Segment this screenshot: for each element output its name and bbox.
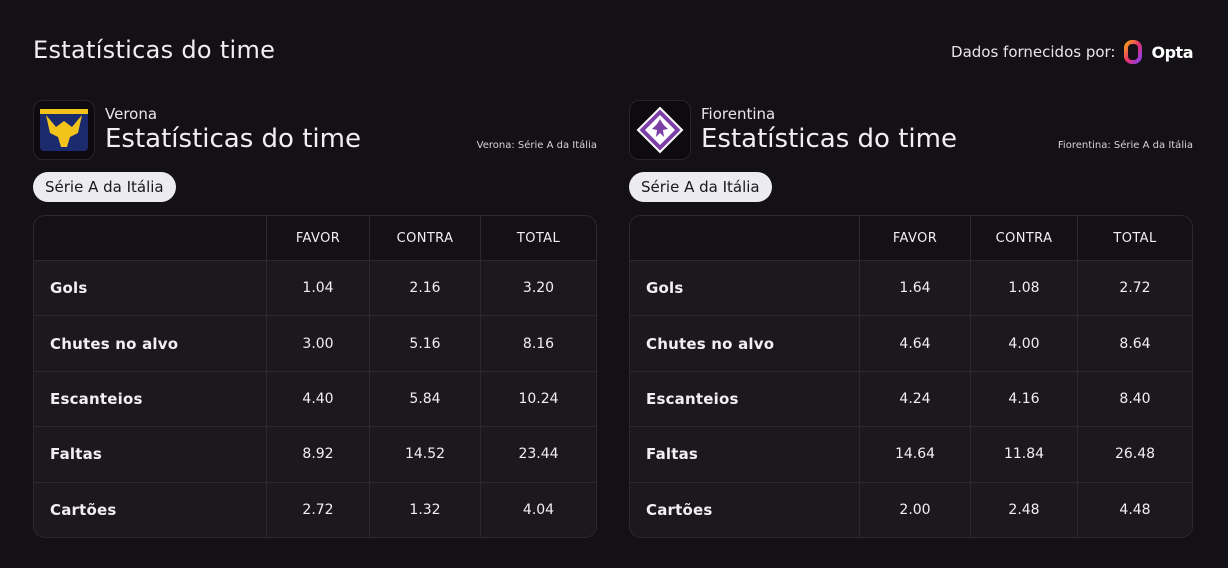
stat-row: Gols 1.64 1.08 2.72 [630, 260, 1192, 316]
stat-value: 23.44 [480, 427, 596, 482]
opta-icon [1123, 40, 1142, 64]
provider-label: Dados fornecidos por: [951, 43, 1116, 61]
stat-label: Faltas [646, 445, 699, 464]
stat-value: 5.16 [369, 316, 480, 371]
team-logo [629, 100, 691, 160]
stat-label: Cartões [50, 500, 117, 519]
stat-value: 4.04 [480, 482, 596, 537]
stat-value: 14.52 [369, 427, 480, 482]
stat-label: Escanteios [646, 389, 739, 408]
stat-value: 11.84 [970, 427, 1077, 482]
stat-value: 4.48 [1077, 482, 1192, 537]
column-header: TOTAL [480, 216, 596, 260]
stat-row: Chutes no alvo 4.64 4.00 8.64 [630, 315, 1192, 371]
league-chip[interactable]: Série A da Itália [629, 172, 772, 202]
stat-value: 8.16 [480, 316, 596, 371]
stat-value: 3.00 [266, 316, 369, 371]
column-header: FAVOR [859, 216, 970, 260]
stat-value: 4.24 [859, 371, 970, 427]
stat-value: 10.24 [480, 371, 596, 427]
column-header: CONTRA [970, 216, 1077, 260]
stat-label: Gols [646, 279, 684, 298]
stat-value: 4.64 [859, 316, 970, 371]
stat-value: 2.00 [859, 482, 970, 537]
provider: Dados fornecidos por: Opta [951, 40, 1193, 64]
team-title: Estatísticas do time [105, 124, 361, 154]
stats-table: FAVOR CONTRA TOTAL Gols 1.64 1.08 2.72 Chutes n… [629, 215, 1193, 538]
stat-value: 4.00 [970, 316, 1077, 371]
stat-value: 2.72 [266, 482, 369, 537]
column-header: TOTAL [1077, 216, 1192, 260]
stat-row: Escanteios 4.24 4.16 8.40 [630, 370, 1192, 427]
stat-value: 5.84 [369, 371, 480, 427]
stat-value: 8.40 [1077, 371, 1192, 427]
league-note: Fiorentina: Série A da Itália [1057, 140, 1193, 151]
stat-value: 26.48 [1077, 427, 1192, 482]
header-row: FAVOR CONTRA TOTAL [630, 216, 1192, 260]
team-name: Verona [105, 105, 158, 123]
league-note: Verona: Série A da Itália [476, 140, 597, 151]
provider-name: Opta [1151, 42, 1194, 62]
stat-value: 4.16 [970, 371, 1077, 427]
stat-row: Faltas 14.64 11.84 26.48 [630, 426, 1192, 482]
stat-value: 1.04 [266, 261, 369, 316]
stat-value: 4.40 [266, 371, 369, 427]
page-title: Estatísticas do time [33, 36, 276, 64]
stat-label: Escanteios [50, 389, 143, 408]
stat-value: 3.20 [480, 261, 596, 316]
stats-table: FAVOR CONTRA TOTAL Gols 1.04 2.16 3.20 Chutes n… [33, 215, 597, 538]
stat-value: 1.64 [859, 261, 970, 316]
stat-row: Gols 1.04 2.16 3.20 [34, 260, 596, 316]
stat-label: Gols [50, 279, 88, 298]
stat-row: Cartões 2.72 1.32 4.04 [34, 481, 596, 537]
header-cell [34, 216, 266, 260]
stat-value: 2.48 [970, 482, 1077, 537]
stat-value: 14.64 [859, 427, 970, 482]
team-name: Fiorentina [701, 105, 776, 123]
league-chip[interactable]: Série A da Itália [33, 172, 176, 202]
team-title: Estatísticas do time [701, 124, 957, 154]
stat-value: 8.64 [1077, 316, 1192, 371]
stat-label: Chutes no alvo [50, 334, 179, 353]
stat-row: Cartões 2.00 2.48 4.48 [630, 481, 1192, 537]
stat-row: Faltas 8.92 14.52 23.44 [34, 426, 596, 482]
stat-label: Faltas [50, 445, 103, 464]
stat-value: 8.92 [266, 427, 369, 482]
team-logo [33, 100, 95, 160]
stat-value: 1.32 [369, 482, 480, 537]
stat-value: 1.08 [970, 261, 1077, 316]
header-row: FAVOR CONTRA TOTAL [34, 216, 596, 260]
stat-label: Chutes no alvo [646, 334, 775, 353]
stat-label: Cartões [646, 500, 713, 519]
column-header: CONTRA [369, 216, 480, 260]
header-cell [630, 216, 859, 260]
column-header: FAVOR [266, 216, 369, 260]
stat-row: Chutes no alvo 3.00 5.16 8.16 [34, 315, 596, 371]
stat-row: Escanteios 4.40 5.84 10.24 [34, 370, 596, 427]
stat-value: 2.16 [369, 261, 480, 316]
stat-value: 2.72 [1077, 261, 1192, 316]
